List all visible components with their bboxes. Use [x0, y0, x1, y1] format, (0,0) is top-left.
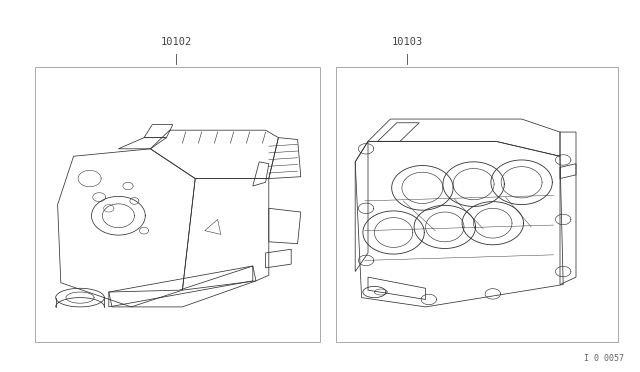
Text: 10102: 10102	[161, 36, 191, 46]
Bar	[35, 67, 320, 342]
Bar	[336, 67, 618, 342]
Text: 10103: 10103	[392, 36, 422, 46]
Text: I 0 0057: I 0 0057	[584, 354, 624, 363]
